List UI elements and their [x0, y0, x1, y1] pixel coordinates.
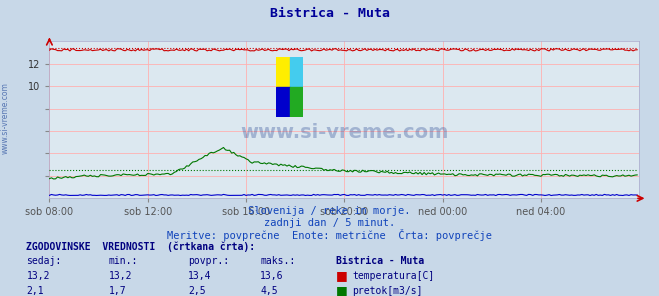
Text: ■: ■ [336, 269, 348, 282]
Text: Meritve: povprečne  Enote: metrične  Črta: povprečje: Meritve: povprečne Enote: metrične Črta:… [167, 229, 492, 242]
Text: Bistrica - Muta: Bistrica - Muta [336, 256, 424, 266]
Text: Bistrica - Muta: Bistrica - Muta [270, 7, 389, 20]
Text: 13,2: 13,2 [26, 271, 50, 281]
Text: 2,1: 2,1 [26, 286, 44, 296]
Text: zadnji dan / 5 minut.: zadnji dan / 5 minut. [264, 218, 395, 228]
Text: temperatura[C]: temperatura[C] [353, 271, 435, 281]
Text: 4,5: 4,5 [260, 286, 278, 296]
Text: www.si-vreme.com: www.si-vreme.com [1, 83, 10, 154]
Text: ■: ■ [336, 284, 348, 296]
Text: 1,7: 1,7 [109, 286, 127, 296]
Text: 2,5: 2,5 [188, 286, 206, 296]
Text: povpr.:: povpr.: [188, 256, 229, 266]
Text: www.si-vreme.com: www.si-vreme.com [240, 123, 449, 142]
Text: 13,2: 13,2 [109, 271, 132, 281]
Text: sedaj:: sedaj: [26, 256, 61, 266]
Text: 13,4: 13,4 [188, 271, 212, 281]
Text: Slovenija / reke in morje.: Slovenija / reke in morje. [248, 206, 411, 216]
Text: 13,6: 13,6 [260, 271, 284, 281]
Text: ZGODOVINSKE  VREDNOSTI  (črtkana črta):: ZGODOVINSKE VREDNOSTI (črtkana črta): [26, 241, 256, 252]
Text: maks.:: maks.: [260, 256, 295, 266]
Text: min.:: min.: [109, 256, 138, 266]
Text: pretok[m3/s]: pretok[m3/s] [353, 286, 423, 296]
